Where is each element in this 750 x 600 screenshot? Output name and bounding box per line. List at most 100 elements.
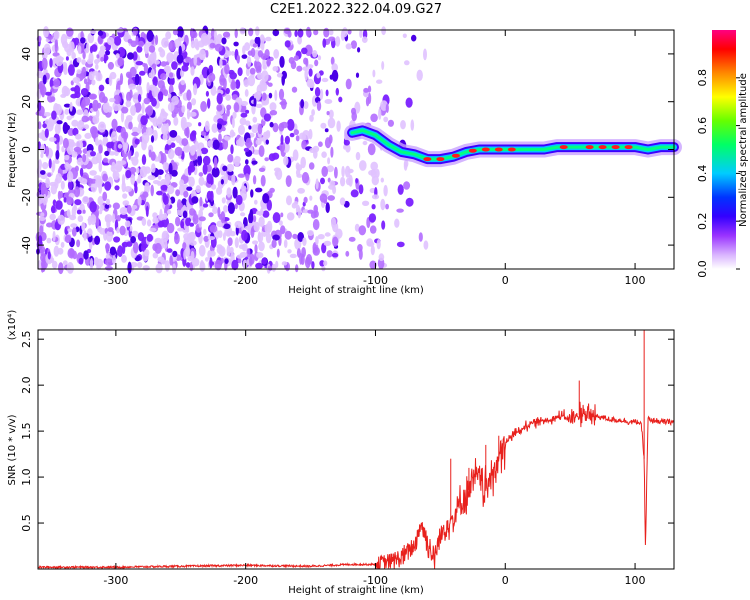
noise-blob bbox=[68, 189, 76, 195]
noise-blob bbox=[45, 177, 50, 189]
noise-blob bbox=[89, 45, 94, 54]
noise-blob bbox=[341, 165, 345, 178]
noise-blob bbox=[248, 27, 254, 37]
noise-blob bbox=[136, 167, 140, 174]
snr-x-ticks: -300 -200 -100 0 100 bbox=[103, 330, 646, 587]
noise-blob bbox=[244, 225, 250, 230]
noise-blob bbox=[122, 193, 128, 199]
noise-blob bbox=[74, 199, 82, 206]
noise-blob bbox=[218, 133, 222, 143]
noise-blob bbox=[54, 123, 61, 135]
noise-blob bbox=[405, 197, 414, 207]
noise-blob bbox=[134, 184, 138, 194]
noise-blob bbox=[198, 245, 206, 257]
noise-blob bbox=[102, 157, 109, 163]
noise-blob bbox=[283, 239, 288, 249]
noise-blob bbox=[139, 70, 146, 76]
noise-blob bbox=[242, 259, 248, 270]
noise-blob bbox=[38, 194, 44, 204]
noise-blob bbox=[423, 240, 429, 250]
noise-blob bbox=[188, 231, 196, 241]
noise-blob bbox=[255, 210, 261, 215]
noise-blob bbox=[142, 265, 150, 271]
noise-blob bbox=[73, 37, 80, 46]
noise-blob bbox=[150, 184, 154, 197]
noise-blob bbox=[198, 122, 202, 127]
noise-blob bbox=[238, 244, 246, 250]
spectrogram-y-ticks: -40 -20 0 20 40 bbox=[20, 47, 674, 254]
colorbar-tick-label: 0.6 bbox=[696, 117, 709, 135]
noise-blob bbox=[368, 92, 372, 104]
noise-blob bbox=[179, 179, 185, 187]
noise-blob bbox=[252, 240, 259, 245]
noise-blob bbox=[213, 30, 217, 41]
noise-blob bbox=[226, 163, 235, 172]
noise-blob bbox=[41, 57, 48, 70]
noise-blob bbox=[244, 89, 249, 97]
noise-blob bbox=[307, 64, 314, 69]
noise-blob bbox=[232, 111, 237, 119]
noise-blob bbox=[73, 204, 77, 209]
noise-blob bbox=[262, 57, 266, 69]
noise-blob bbox=[60, 180, 65, 190]
noise-blob bbox=[57, 247, 64, 255]
noise-blob bbox=[308, 81, 315, 89]
noise-blob bbox=[397, 184, 404, 195]
noise-blob bbox=[161, 37, 169, 48]
noise-blob bbox=[221, 197, 226, 204]
noise-blob bbox=[82, 196, 90, 204]
noise-blob bbox=[276, 248, 280, 258]
noise-blob bbox=[107, 227, 114, 233]
x-tick-label: -200 bbox=[233, 274, 258, 287]
spectrogram-x-ticks: -300 -200 -100 0 100 bbox=[103, 30, 646, 287]
noise-blob bbox=[190, 66, 195, 76]
noise-blob bbox=[175, 189, 181, 197]
noise-blob bbox=[253, 221, 260, 232]
noise-blob bbox=[172, 250, 178, 258]
trace-hotspot bbox=[559, 145, 568, 150]
noise-blob bbox=[416, 69, 423, 82]
noise-blob bbox=[44, 91, 52, 96]
noise-blob bbox=[359, 29, 363, 38]
noise-blob bbox=[77, 215, 84, 223]
noise-blob bbox=[122, 200, 130, 206]
noise-blob bbox=[57, 214, 66, 225]
noise-blob bbox=[299, 253, 303, 265]
noise-blob bbox=[141, 154, 147, 165]
noise-blob bbox=[193, 83, 198, 96]
noise-blob bbox=[214, 43, 223, 52]
trace-hotspot bbox=[481, 147, 490, 152]
noise-blob bbox=[313, 149, 318, 159]
y-tick-label: 0 bbox=[20, 146, 33, 153]
noise-blob bbox=[216, 110, 220, 116]
noise-blob bbox=[237, 67, 243, 77]
noise-blob bbox=[132, 51, 138, 61]
noise-blob bbox=[189, 222, 195, 227]
noise-blob bbox=[345, 177, 352, 186]
noise-blob bbox=[97, 195, 104, 206]
noise-blob bbox=[50, 183, 57, 195]
noise-blob bbox=[83, 124, 90, 130]
noise-blob bbox=[251, 160, 258, 165]
noise-blob bbox=[129, 225, 133, 232]
noise-blob bbox=[192, 214, 199, 225]
noise-blob bbox=[295, 264, 299, 273]
noise-blob bbox=[383, 184, 388, 197]
noise-blob bbox=[43, 43, 51, 55]
noise-blob bbox=[280, 121, 289, 129]
noise-blob bbox=[141, 102, 145, 114]
noise-blob bbox=[204, 120, 210, 132]
noise-blob bbox=[295, 135, 300, 142]
noise-blob bbox=[171, 95, 180, 106]
noise-blob bbox=[81, 222, 86, 231]
noise-blob bbox=[89, 93, 97, 100]
noise-blob bbox=[383, 116, 389, 123]
x-tick-label: 0 bbox=[502, 274, 509, 287]
noise-blob bbox=[164, 66, 169, 73]
noise-blob bbox=[187, 256, 194, 262]
noise-blob bbox=[258, 241, 265, 252]
noise-blob bbox=[73, 186, 81, 198]
noise-blob bbox=[148, 149, 152, 158]
noise-blob bbox=[351, 111, 358, 122]
noise-blob bbox=[294, 30, 298, 37]
